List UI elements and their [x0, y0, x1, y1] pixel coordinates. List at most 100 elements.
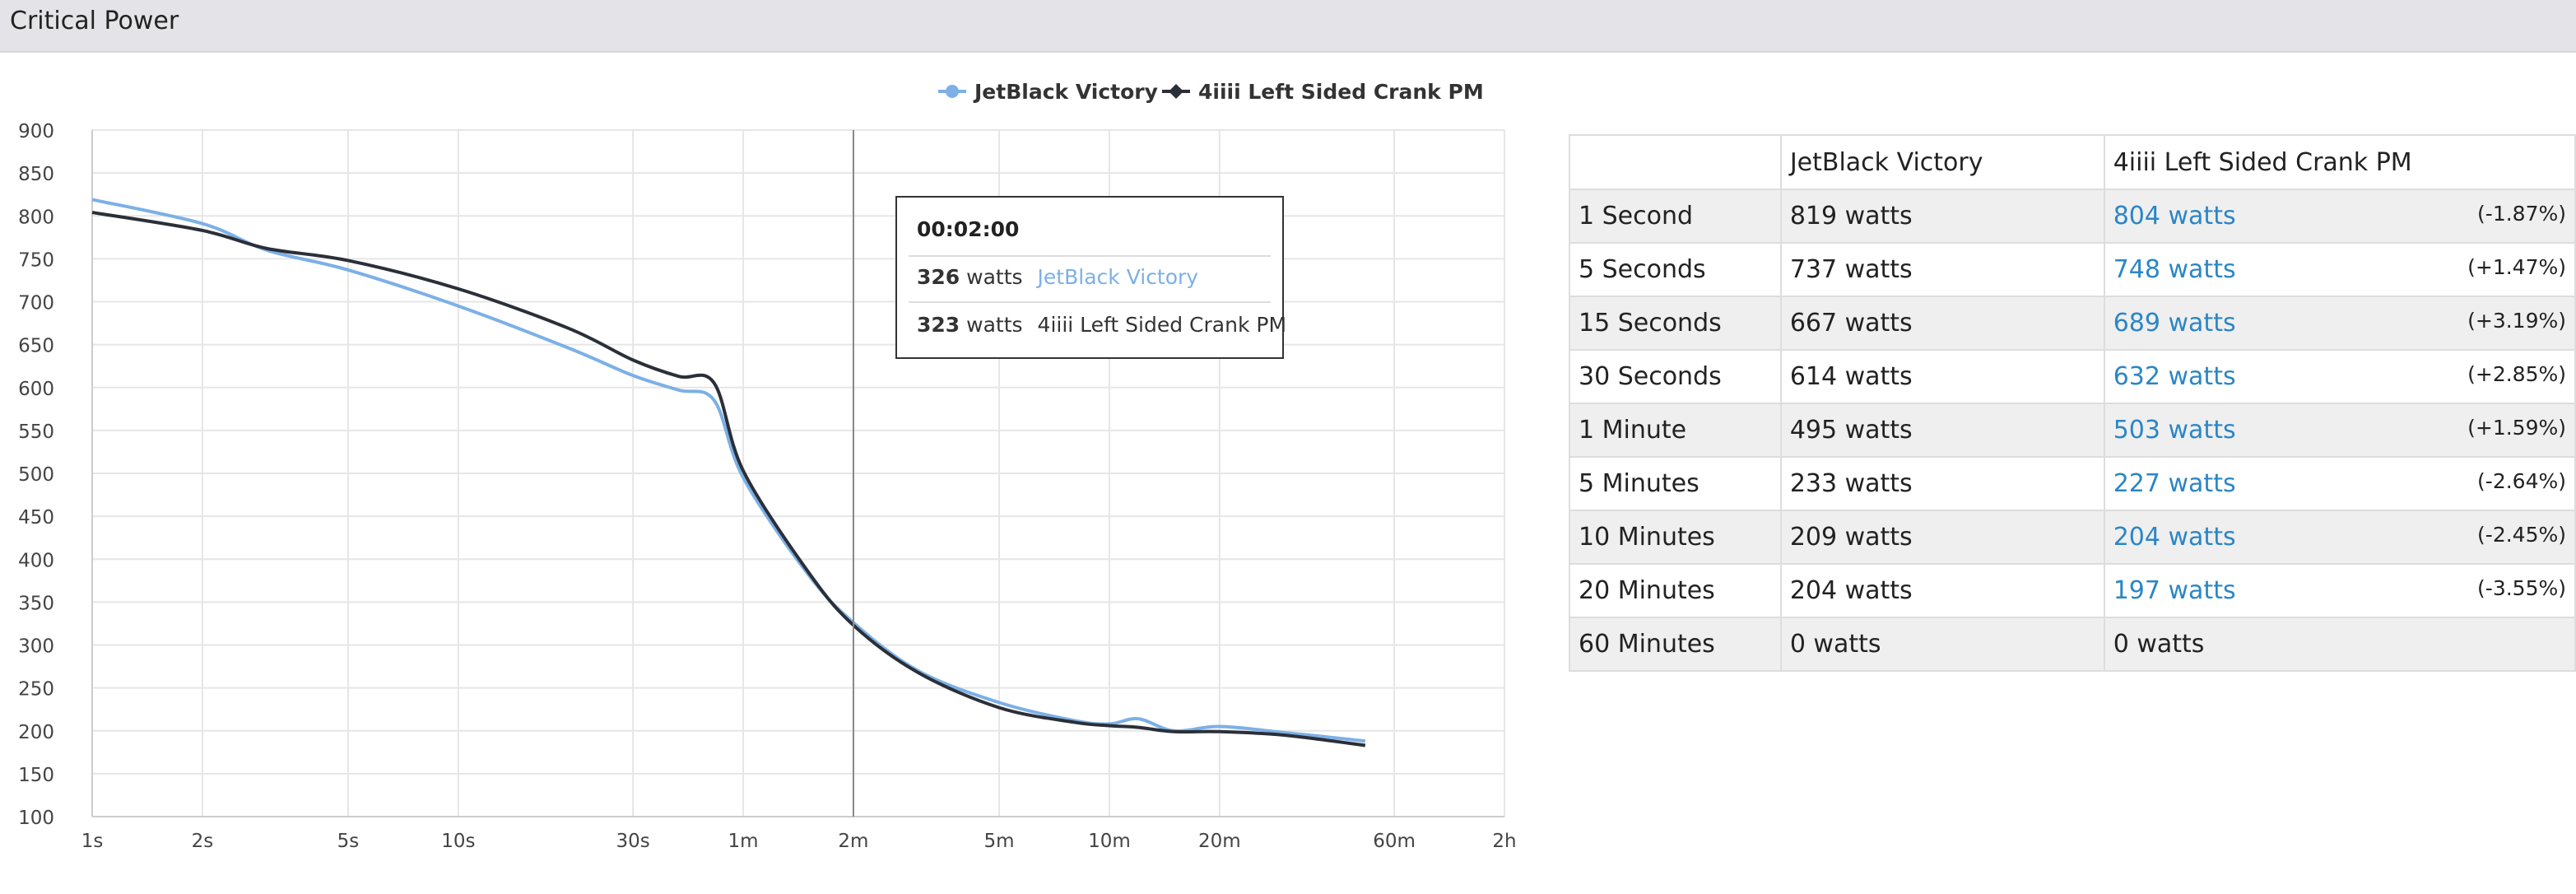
percent-diff: (+1.59%): [2467, 416, 2566, 440]
x-tick-label: 2h: [1492, 831, 1516, 852]
y-tick-label: 850: [18, 164, 54, 185]
watts-link[interactable]: 614 watts: [1779, 349, 2105, 404]
watts-link[interactable]: 204 watts: [2113, 523, 2236, 552]
y-tick-label: 400: [18, 550, 54, 571]
duration-label: 30 Seconds: [1569, 349, 1782, 404]
table-row: 5 Minutes 233 watts 227 watts (-2.64%): [1569, 456, 2576, 511]
legend-label: JetBlack Victory: [973, 80, 1158, 104]
x-tick-label: 1s: [81, 831, 104, 852]
table-row: 20 Minutes 204 watts 197 watts (-3.55%): [1569, 563, 2576, 618]
tooltip-time: 00:02:00: [917, 217, 1020, 241]
y-tick-label: 550: [18, 421, 54, 443]
legend-marker-circle: [946, 85, 959, 98]
percent-diff: (+3.19%): [2467, 309, 2566, 333]
x-tick-label: 2s: [192, 831, 214, 852]
table-header-cell: [1569, 134, 1782, 190]
tooltip-row-series-1: 326 watts JetBlack Victory: [917, 265, 1198, 289]
watts-link[interactable]: 204 watts: [1779, 563, 2105, 618]
watts-link[interactable]: 748 watts: [2113, 255, 2236, 284]
duration-label: 20 Minutes: [1569, 563, 1782, 618]
percent-diff: (+1.47%): [2467, 255, 2566, 279]
y-tick-label: 650: [18, 336, 54, 357]
y-tick-label: 450: [18, 507, 54, 528]
tooltip-unit: watts: [966, 313, 1023, 337]
y-tick-label: 100: [18, 808, 54, 829]
watts-value: 0 watts: [1779, 617, 2105, 672]
duration-label: 1 Minute: [1569, 403, 1782, 458]
y-tick-label: 700: [18, 293, 54, 314]
watts-link[interactable]: 209 watts: [1779, 510, 2105, 565]
watts-link[interactable]: 819 watts: [1779, 189, 2105, 244]
panel-header: Critical Power: [0, 0, 2576, 53]
watts-link[interactable]: 804 watts: [2113, 202, 2236, 230]
percent-diff: (-2.64%): [2477, 469, 2566, 493]
table-row: 5 Seconds 737 watts 748 watts (+1.47%): [1569, 242, 2576, 297]
y-tick-label: 250: [18, 679, 54, 701]
tooltip-value: 323: [917, 313, 960, 337]
tooltip-value: 326: [917, 265, 960, 289]
y-tick-label: 300: [18, 636, 54, 658]
watts-link[interactable]: 197 watts: [2113, 576, 2236, 605]
percent-diff: (+2.85%): [2467, 362, 2566, 386]
legend-marker-diamond: [1169, 84, 1183, 99]
tooltip-series-name: 4iiii Left Sided Crank PM: [1037, 313, 1287, 337]
y-tick-label: 900: [18, 121, 54, 142]
tooltip-unit: watts: [966, 265, 1023, 289]
table-header-cell: 4iiii Left Sided Crank PM: [2103, 134, 2576, 190]
table-row: 15 Seconds 667 watts 689 watts (+3.19%): [1569, 296, 2576, 351]
duration-label: 10 Minutes: [1569, 510, 1782, 565]
watts-value: 0 watts: [2113, 630, 2205, 659]
y-tick-label: 750: [18, 249, 54, 271]
percent-diff: (-3.55%): [2477, 576, 2566, 600]
watts-link[interactable]: 227 watts: [2113, 469, 2236, 498]
x-tick-label: 60m: [1373, 831, 1416, 852]
tooltip-divider: [909, 255, 1271, 257]
x-tick-label: 5s: [337, 831, 360, 852]
duration-label: 1 Second: [1569, 189, 1782, 244]
y-tick-label: 150: [18, 765, 54, 786]
table-header-row: JetBlack Victory 4iiii Left Sided Crank …: [1569, 134, 2576, 190]
x-tick-label: 30s: [616, 831, 649, 852]
tooltip-row-series-2: 323 watts 4iiii Left Sided Crank PM: [917, 313, 1286, 337]
y-tick-label: 200: [18, 722, 54, 743]
series-line-2: [91, 211, 1366, 747]
critical-power-table: JetBlack Victory 4iiii Left Sided Crank …: [1569, 134, 2576, 672]
chart-svg[interactable]: 100 150 200 250 300 350 400 450 500 550 600 650 700 7…: [0, 53, 1547, 894]
table-header-cell: JetBlack Victory: [1779, 134, 2105, 190]
x-tick-label: 10m: [1088, 831, 1131, 852]
watts-link[interactable]: 632 watts: [2113, 362, 2236, 391]
y-tick-label: 600: [18, 379, 54, 400]
watts-link[interactable]: 495 watts: [1779, 403, 2105, 458]
watts-link[interactable]: 737 watts: [1779, 242, 2105, 297]
x-tick-label: 20m: [1198, 831, 1241, 852]
table-row: 60 Minutes 0 watts 0 watts: [1569, 617, 2576, 672]
critical-power-chart[interactable]: 100 150 200 250 300 350 400 450 500 550 600 650 700 7…: [0, 53, 1547, 894]
series-line-1: [91, 198, 1366, 743]
duration-label: 5 Minutes: [1569, 456, 1782, 511]
y-tick-label: 350: [18, 593, 54, 614]
x-tick-label: 10s: [441, 831, 475, 852]
table-row: 30 Seconds 614 watts 632 watts (+2.85%): [1569, 349, 2576, 404]
percent-diff: (-1.87%): [2477, 202, 2566, 226]
table-row: 1 Minute 495 watts 503 watts (+1.59%): [1569, 403, 2576, 458]
y-tick-label: 800: [18, 207, 54, 228]
tooltip-series-name: JetBlack Victory: [1037, 265, 1199, 289]
duration-label: 5 Seconds: [1569, 242, 1782, 297]
panel-title: Critical Power: [10, 7, 179, 35]
watts-link[interactable]: 689 watts: [2113, 309, 2236, 338]
x-tick-label: 5m: [983, 831, 1014, 852]
x-tick-label: 1m: [728, 831, 759, 852]
duration-label: 15 Seconds: [1569, 296, 1782, 351]
y-tick-label: 500: [18, 464, 54, 486]
watts-link[interactable]: 503 watts: [2113, 416, 2236, 445]
duration-label: 60 Minutes: [1569, 617, 1782, 672]
tooltip-divider: [909, 301, 1271, 303]
table-row: 10 Minutes 209 watts 204 watts (-2.45%): [1569, 510, 2576, 565]
legend-label: 4iiii Left Sided Crank PM: [1198, 80, 1484, 104]
watts-link[interactable]: 233 watts: [1779, 456, 2105, 511]
x-tick-label: 2m: [838, 831, 868, 852]
chart-tooltip: 00:02:00 326 watts JetBlack Victory 323 w…: [895, 196, 1286, 359]
table-row: 1 Second 819 watts 804 watts (-1.87%): [1569, 189, 2576, 244]
percent-diff: (-2.45%): [2477, 523, 2566, 547]
watts-link[interactable]: 667 watts: [1779, 296, 2105, 351]
